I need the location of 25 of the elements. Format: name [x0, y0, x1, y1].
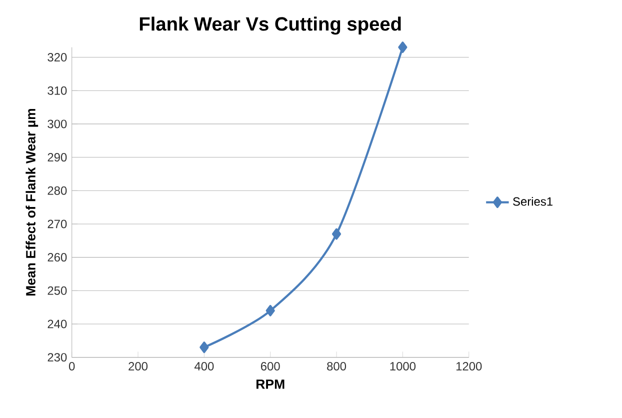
- y-tick-label: 240: [48, 320, 67, 328]
- y-tick-label: 300: [48, 120, 67, 128]
- y-tick-label: 250: [48, 286, 67, 295]
- x-tick-label: 1000: [390, 362, 416, 371]
- x-tick-label: 1200: [456, 362, 482, 371]
- y-tick-label: 320: [48, 53, 67, 62]
- x-tick-label: 800: [327, 362, 346, 371]
- legend-label: Series1: [513, 197, 552, 206]
- y-tick-label: 290: [48, 153, 67, 162]
- y-tick-label: 280: [48, 186, 67, 195]
- y-tick-label: 270: [48, 220, 67, 228]
- x-tick-label: 600: [260, 362, 280, 371]
- y-axis-title: Mean Effect of Flank Wear µm: [26, 109, 38, 296]
- x-tick-label: 0: [68, 362, 75, 371]
- y-tick-label: 230: [48, 353, 67, 362]
- chart-title: Flank Wear Vs Cutting speed: [140, 16, 401, 35]
- point: [266, 305, 275, 316]
- point: [398, 42, 408, 54]
- y-tick-label: 310: [48, 86, 67, 95]
- x-axis-title: RPM: [256, 380, 284, 389]
- x-tick-label: 400: [194, 362, 214, 371]
- point: [200, 342, 209, 354]
- y-tick-label: 260: [48, 253, 67, 262]
- x-tick-label: 200: [128, 362, 148, 371]
- point: [332, 228, 342, 240]
